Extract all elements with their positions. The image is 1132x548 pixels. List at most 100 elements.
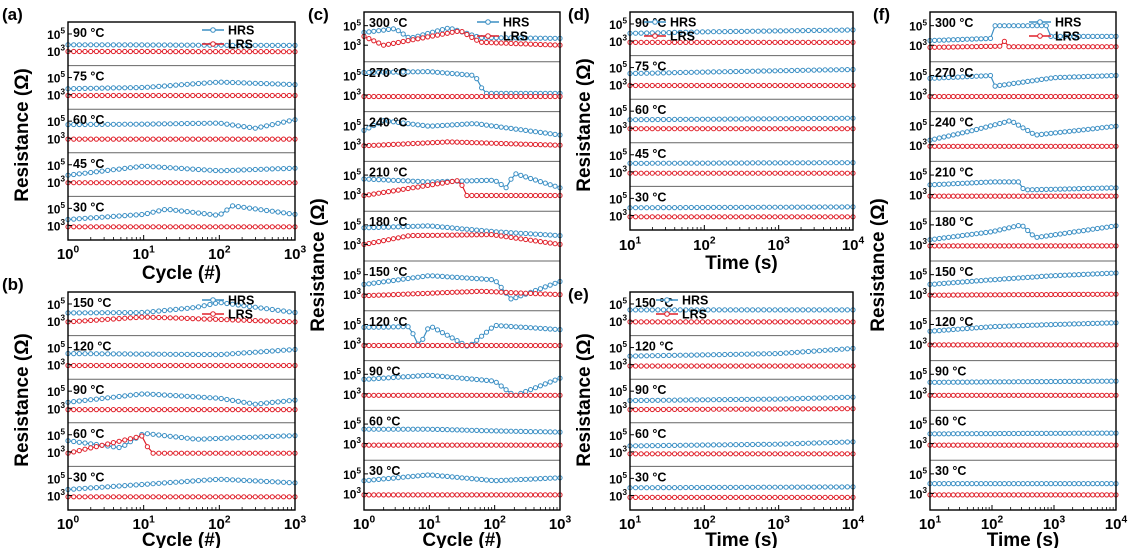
lrs-point [483,192,490,199]
lrs-point [1043,392,1049,398]
hrs-point [173,393,179,399]
hrs-series [627,307,856,313]
hrs-point [235,42,241,48]
lrs-point [1020,292,1026,298]
hrs-point [275,209,281,215]
hrs-point [405,275,411,282]
hrs-point [474,376,480,383]
hrs-point [800,395,806,401]
hrs-point [1076,127,1082,133]
x-tick-label: 101 [132,244,155,263]
lrs-point [1052,291,1059,298]
hrs-point [99,351,105,357]
hrs-point [1057,129,1063,135]
temperature-label: 120 °C [369,315,407,329]
lrs-point [705,494,711,500]
lrs-point [969,44,975,50]
hrs-point [1034,234,1040,240]
lrs-point [390,236,396,242]
hrs-point [655,443,661,449]
hrs-point [950,234,956,240]
lrs-point [1001,492,1008,498]
lrs-point [733,451,739,457]
y-tick-label: 103 [609,444,627,459]
hrs-point [247,80,253,86]
hrs-point [537,383,544,389]
lrs-point [122,437,128,443]
lrs-point [638,406,644,413]
lrs-point [633,82,639,89]
lrs-point [660,170,667,176]
lrs-point [738,319,745,325]
hrs-point [755,396,761,402]
hrs-point [1062,430,1068,436]
hrs-point [649,397,655,403]
hrs-point [987,324,994,330]
hrs-point [488,428,494,434]
lrs-point [683,319,689,325]
hrs-point [660,352,667,359]
lrs-point [434,290,441,296]
hrs-point [430,223,436,229]
hrs-point [955,180,961,187]
lrs-point [264,49,270,55]
hrs-point [987,179,994,185]
hrs-point [777,396,784,402]
hrs-point [644,353,650,359]
lrs-point [1015,492,1022,498]
lrs-point [946,143,952,149]
hrs-point [376,426,382,432]
lrs-point [88,445,94,451]
hrs-point [964,481,970,487]
lrs-point [281,49,287,55]
lrs-point [469,192,475,199]
hrs-point [978,125,984,131]
lrs-point [694,451,700,457]
lrs-point [936,143,942,149]
hrs-point [82,42,88,48]
lrs-point [454,492,460,498]
hrs-point [552,326,558,332]
lrs-point [395,492,401,498]
lrs-point [1104,492,1110,498]
lrs-point [1099,442,1105,448]
lrs-point [425,492,431,498]
lrs-point [822,406,828,412]
hrs-point [1048,75,1054,81]
lrs-point [978,492,984,498]
hrs-point [376,279,382,286]
y-tick-label: 105 [343,168,361,183]
lrs-point [677,39,683,46]
lrs-point [997,292,1003,298]
hrs-point [828,347,834,353]
lrs-point [683,39,689,46]
legend-swatch-marker [210,27,216,33]
hrs-point [1006,323,1012,329]
lrs-point [161,315,168,321]
lrs-point [230,180,236,186]
lrs-point [376,190,382,196]
lrs-point [400,93,406,100]
hrs-point [381,324,387,330]
hrs-point [264,207,270,214]
hrs-point [811,204,817,210]
lrs-point [552,492,558,498]
lrs-point [224,224,230,230]
lrs-point [190,362,196,369]
hrs-series [627,115,856,123]
lrs-point [116,48,122,55]
hrs-point [371,28,377,34]
lrs-point [950,342,956,348]
hrs-point [425,426,431,432]
hrs-point [816,27,823,33]
lrs-point [800,82,806,89]
lrs-point [738,494,745,500]
hrs-point [235,167,241,173]
lrs-point [156,362,162,369]
hrs-point [454,338,460,344]
lrs-point [88,180,94,186]
hrs-point [688,442,694,448]
lrs-point [677,406,683,412]
lrs-point [666,319,672,325]
